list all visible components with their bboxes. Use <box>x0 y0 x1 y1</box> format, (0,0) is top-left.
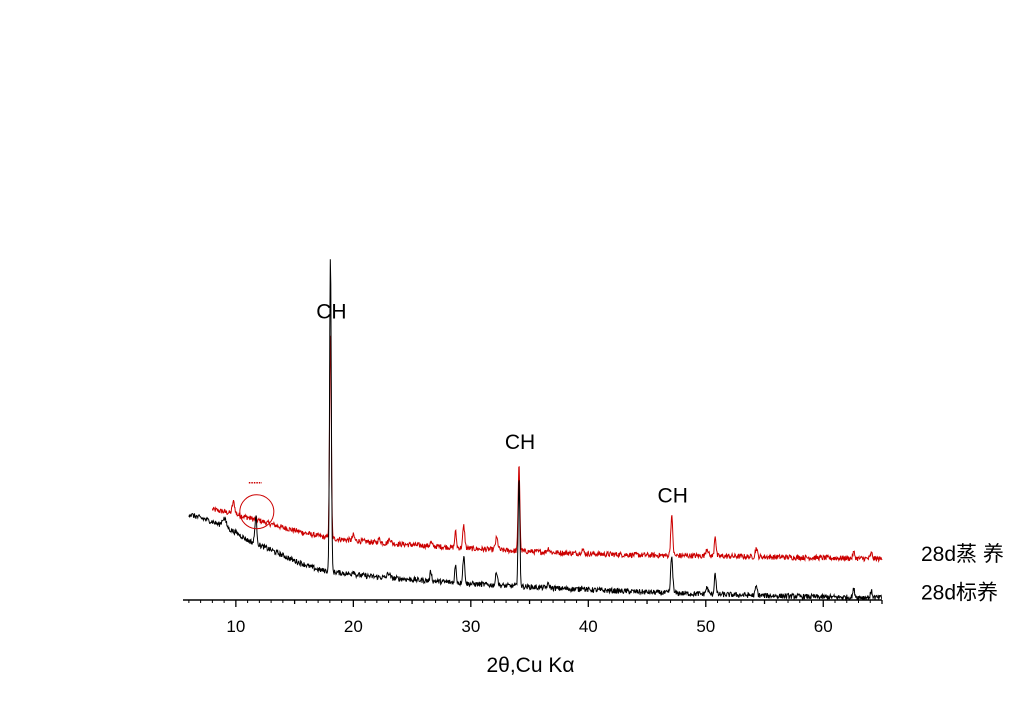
series-line-1 <box>211 335 883 564</box>
x-tick-label: 40 <box>579 617 598 636</box>
series-layer <box>188 259 883 601</box>
x-tick-label: 50 <box>696 617 715 636</box>
x-tick-label: 30 <box>461 617 480 636</box>
x-tick-label: 60 <box>814 617 833 636</box>
peak-label-ch: CH <box>658 484 688 507</box>
label-layer: 28d蒸 养 28d标养 CH CH CH <box>239 301 1004 605</box>
x-axis-title: 2θ,Cu Kα <box>486 654 574 677</box>
peak-label-ch: CH <box>505 431 535 454</box>
x-tick-label: 10 <box>226 617 245 636</box>
series-label-2: 28d标养 <box>921 582 998 605</box>
highlight-circle <box>239 494 275 530</box>
series-line-2 <box>188 259 883 601</box>
peak-label-ch: CH <box>316 301 346 324</box>
x-tick-label: 20 <box>344 617 363 636</box>
x-axis: 10 20 30 40 50 60 2θ,Cu Kα <box>183 599 883 677</box>
series-label-1: 28d蒸 养 <box>921 543 1004 566</box>
